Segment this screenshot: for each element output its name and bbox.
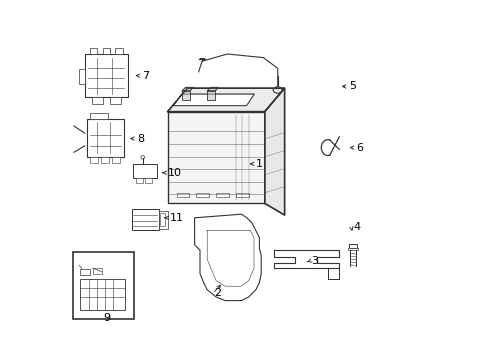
Text: 6: 6 [357, 143, 364, 153]
Bar [101, 157, 109, 163]
Bar [145, 178, 152, 183]
Bar [349, 244, 357, 248]
Bar [90, 157, 98, 163]
Bar [160, 213, 165, 226]
Bar [90, 48, 98, 54]
Bar [348, 248, 358, 250]
Text: 10: 10 [168, 168, 182, 178]
Bar [93, 268, 102, 274]
Bar [92, 97, 103, 104]
Text: 8: 8 [137, 134, 144, 144]
Bar [168, 112, 265, 203]
Text: 11: 11 [170, 213, 183, 223]
Polygon shape [173, 94, 254, 106]
Text: 3: 3 [312, 256, 318, 266]
Bar [85, 54, 128, 97]
Text: 2: 2 [215, 288, 221, 298]
Bar [103, 48, 110, 54]
Bar [236, 193, 248, 197]
Polygon shape [182, 87, 194, 91]
Bar [73, 252, 134, 319]
Text: 5: 5 [349, 81, 356, 91]
Polygon shape [207, 87, 219, 91]
Bar [110, 97, 121, 104]
Bar [112, 157, 120, 163]
Bar [182, 91, 190, 100]
Bar [216, 193, 229, 197]
Bar [159, 211, 168, 229]
Bar [90, 113, 108, 119]
Text: 4: 4 [353, 222, 360, 232]
Bar [196, 193, 209, 197]
Circle shape [141, 156, 145, 159]
Bar [176, 193, 189, 197]
Bar [80, 279, 125, 310]
Bar [80, 269, 90, 275]
Bar [87, 119, 124, 157]
Text: 9: 9 [103, 312, 110, 323]
Bar [116, 48, 122, 54]
Polygon shape [168, 88, 285, 112]
Text: 1: 1 [256, 159, 263, 169]
Bar [132, 209, 159, 230]
Bar [133, 164, 157, 178]
Polygon shape [265, 88, 285, 215]
Bar [79, 69, 85, 84]
Bar [136, 178, 143, 183]
Bar [207, 91, 215, 100]
Text: 7: 7 [143, 71, 149, 81]
